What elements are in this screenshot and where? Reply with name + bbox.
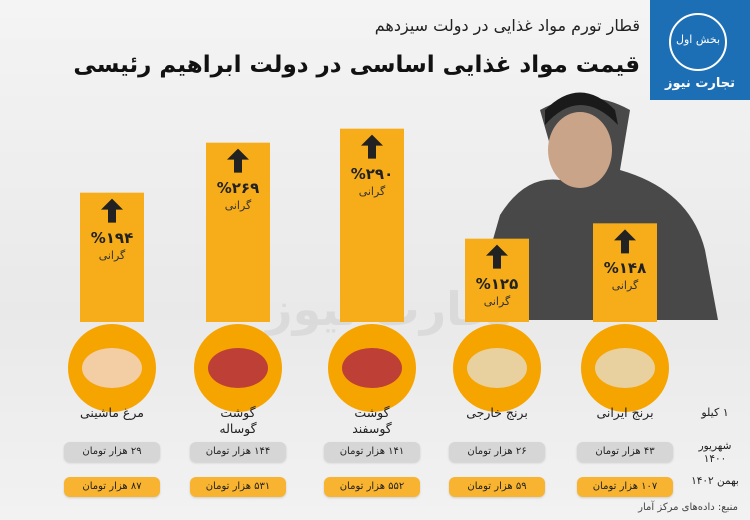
badge-label: بخش اول xyxy=(675,33,721,46)
value-caption: گرانی xyxy=(224,198,252,212)
badge-circle xyxy=(669,13,727,71)
up-arrow xyxy=(614,229,636,254)
row-label: بهمن ۱۴۰۲ xyxy=(691,475,739,487)
badge-box xyxy=(650,0,750,100)
price-1400: ۴۳ هزار تومان xyxy=(577,442,673,462)
up-arrow xyxy=(486,244,508,269)
price-1402: ۱۰۷ هزار تومان xyxy=(577,477,673,497)
category-label: گوشت گوساله xyxy=(219,405,257,436)
value-label: %۱۲۵ xyxy=(475,274,519,293)
up-arrow xyxy=(361,134,383,159)
price-1400: ۱۴۱ هزار تومان xyxy=(324,442,420,462)
price-1402: ۵۵۲ هزار تومان xyxy=(324,477,420,497)
value-label: %۱۹۴ xyxy=(90,228,134,247)
category-label: برنج خارجی xyxy=(466,405,528,420)
value-caption: گرانی xyxy=(98,248,126,262)
food-image xyxy=(82,348,142,388)
portrait-turban xyxy=(545,92,618,125)
value-label: %۲۶۹ xyxy=(216,178,260,197)
price-1400: ۲۶ هزار تومان xyxy=(449,442,545,462)
price-1402: ۵۳۱ هزار تومان xyxy=(190,477,286,497)
value-caption: گرانی xyxy=(483,294,511,308)
portrait-face xyxy=(548,112,612,188)
brand: تجارت نیوز xyxy=(664,76,736,91)
category-label: گوشت گوسفند xyxy=(352,405,392,436)
value-label: %۱۴۸ xyxy=(603,259,647,278)
source: منبع: داده‌های مرکز آمار xyxy=(638,502,738,513)
price-1402: ۸۷ هزار تومان xyxy=(64,477,160,497)
category-label: مرغ ماشینی xyxy=(80,405,144,420)
row-label: شهریور ۱۴۰۰ xyxy=(698,440,732,465)
up-arrow xyxy=(227,148,249,173)
price-1402: ۵۹ هزار تومان xyxy=(449,477,545,497)
subtitle: قطار تورم مواد غذایی در دولت سیزدهم xyxy=(374,16,640,35)
price-1400: ۲۹ هزار تومان xyxy=(64,442,160,462)
food-image xyxy=(595,348,655,388)
food-image xyxy=(467,348,527,388)
up-arrow xyxy=(101,198,123,223)
food-image xyxy=(208,348,268,388)
price-1400: ۱۴۴ هزار تومان xyxy=(190,442,286,462)
value-caption: گرانی xyxy=(358,184,386,198)
value-label: %۲۹۰ xyxy=(350,164,394,183)
bar xyxy=(340,128,404,322)
row-label: ۱ کیلو xyxy=(701,406,729,419)
title: قیمت مواد غذایی اساسی در دولت ابراهیم رئ… xyxy=(73,52,640,78)
food-image xyxy=(342,348,402,388)
category-label: برنج ایرانی xyxy=(596,405,654,420)
value-caption: گرانی xyxy=(611,279,639,293)
